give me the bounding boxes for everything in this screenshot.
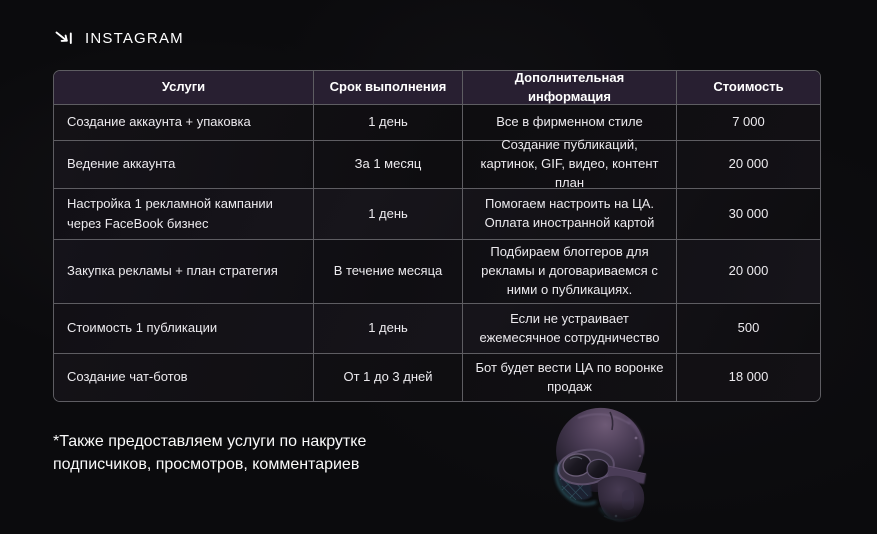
footnote-text: *Также предоставляем услуги по накрутке …: [53, 433, 367, 473]
column-header-term: Срок выполнения: [313, 71, 462, 104]
service-cell: Создание чат-ботов: [67, 369, 188, 385]
term-cell: 1 день: [313, 189, 462, 239]
table-row: Создание аккаунта + упаковка 1 день Все …: [54, 104, 820, 140]
table-row: Закупка рекламы + план стратегия В течен…: [54, 239, 820, 303]
service-cell: Стоимость 1 публикации: [67, 320, 218, 336]
term-cell: От 1 до 3 дней: [313, 354, 462, 401]
table-row: Ведение аккаунта За 1 месяц Создание пуб…: [54, 137, 820, 190]
service-cell: Настройка 1 рекламной кампании через Fac…: [67, 195, 273, 231]
service-cell: Ведение аккаунта: [67, 156, 176, 172]
info-cell: Если не устраивает ежемесячное сотруднич…: [462, 304, 676, 353]
info-cell: Бот будет вести ЦА по воронке продаж: [462, 354, 676, 401]
price-cell: 18 000: [676, 354, 820, 401]
info-cell: Помогаем настроить на ЦА. Оплата иностра…: [462, 189, 676, 239]
helmet-3d-image: [548, 404, 660, 529]
arrow-down-right-to-bar-icon: [53, 28, 75, 48]
price-cell: 20 000: [676, 240, 820, 303]
term-cell: 1 день: [313, 304, 462, 353]
page-header: INSTAGRAM: [53, 28, 184, 48]
table-row: Стоимость 1 публикации 1 день Если не ус…: [54, 303, 820, 353]
service-cell: Закупка рекламы + план стратегия: [67, 263, 278, 279]
column-header-price: Стоимость: [676, 71, 820, 104]
column-header-services: Услуги: [161, 79, 206, 95]
service-cell: Создание аккаунта + упаковка: [67, 114, 251, 130]
column-header-info: Дополнительная информация: [462, 71, 676, 104]
term-cell: 1 день: [313, 105, 462, 140]
info-cell: Создание публикаций, картинок, GIF, виде…: [462, 137, 676, 190]
term-cell: За 1 месяц: [313, 141, 462, 188]
table-row: Настройка 1 рекламной кампании через Fac…: [54, 188, 820, 239]
price-cell: 7 000: [676, 105, 820, 140]
term-cell: В течение месяца: [313, 240, 462, 303]
price-cell: 30 000: [676, 189, 820, 239]
table-header-row: Услуги Срок выполнения Дополнительная ин…: [54, 71, 820, 104]
page-title: INSTAGRAM: [85, 29, 184, 47]
price-cell: 20 000: [676, 141, 820, 188]
table-row: Создание чат-ботов От 1 до 3 дней Бот бу…: [54, 353, 820, 401]
info-cell: Подбираем блоггеров для рекламы и догова…: [462, 240, 676, 303]
services-price-table: Услуги Срок выполнения Дополнительная ин…: [53, 70, 821, 402]
info-cell: Все в фирменном стиле: [462, 105, 676, 140]
price-cell: 500: [676, 304, 820, 353]
